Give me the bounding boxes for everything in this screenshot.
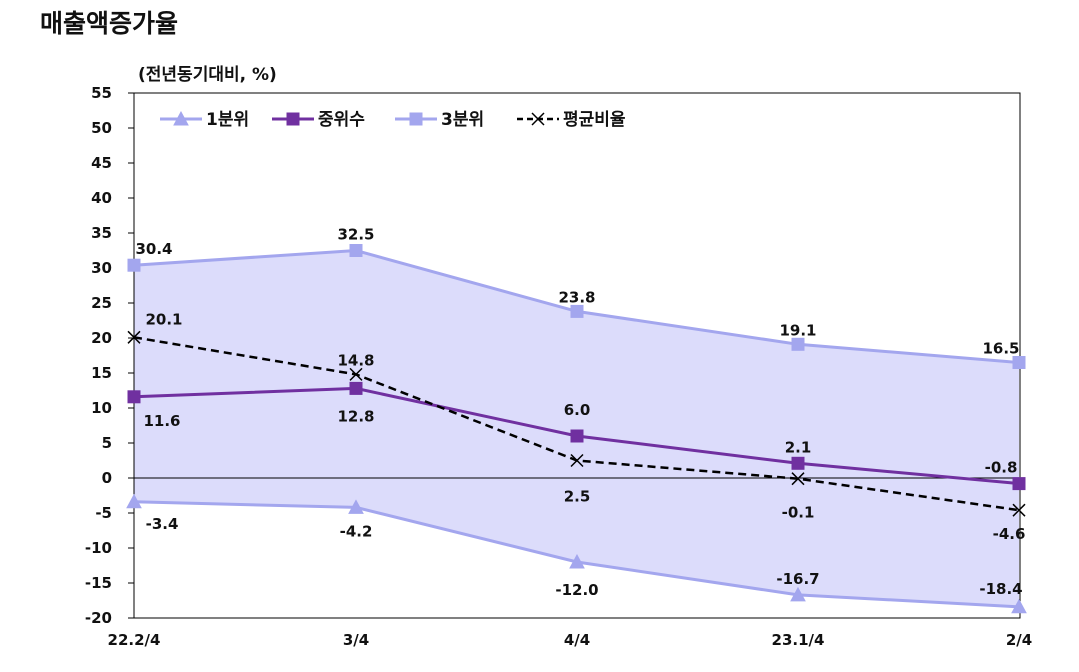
point-q1 <box>348 499 364 514</box>
y-tick-label: 0 <box>102 469 112 487</box>
y-tick-label: 40 <box>91 189 112 207</box>
point-q3 <box>791 337 805 351</box>
point-average <box>1012 503 1026 517</box>
point-q1 <box>569 553 585 569</box>
data-label-average: -4.6 <box>993 525 1026 543</box>
point-average <box>127 330 141 344</box>
unit-label: (전년동기대비, %) <box>138 65 277 85</box>
legend-label: 3분위 <box>441 110 484 130</box>
legend-label: 중위수 <box>318 110 365 130</box>
point-average <box>570 453 584 468</box>
point-average <box>791 472 805 486</box>
point-median <box>349 381 363 395</box>
point-median <box>570 429 584 443</box>
x-stroke <box>791 472 805 486</box>
y-tick-label: -10 <box>85 539 112 557</box>
data-label-median: 6.0 <box>564 401 591 419</box>
data-label-q3: 16.5 <box>982 340 1019 358</box>
data-label-median: -0.8 <box>985 459 1018 477</box>
legend-label: 평균비율 <box>563 110 626 130</box>
y-tick-label: -20 <box>85 609 112 627</box>
data-label-average: -0.1 <box>782 504 815 522</box>
point-average <box>349 367 363 381</box>
x-stroke <box>127 330 141 344</box>
data-label-q3: 23.8 <box>558 288 595 306</box>
y-tick-label: 55 <box>91 84 112 102</box>
y-tick-label: 30 <box>91 259 112 277</box>
data-label-q1: -18.4 <box>979 580 1022 598</box>
data-label-median: 11.6 <box>143 412 180 430</box>
data-label-median: 2.1 <box>785 438 812 456</box>
point-q1 <box>790 586 806 602</box>
legend-marker <box>409 112 423 126</box>
point-q1 <box>1011 598 1027 614</box>
data-label-q3: 32.5 <box>337 226 374 244</box>
x-stroke <box>1012 503 1026 517</box>
data-label-average: 2.5 <box>564 488 591 506</box>
data-label-average: 14.8 <box>337 351 374 369</box>
plot-frame <box>133 92 1021 619</box>
y-tick-label: 50 <box>91 119 112 137</box>
x-stroke <box>349 367 363 381</box>
point-q3 <box>127 258 141 272</box>
point-median <box>791 456 805 470</box>
x-tick-label: 22.2/4 <box>108 631 161 649</box>
legend-marker <box>173 110 189 126</box>
y-tick-label: 35 <box>91 224 112 242</box>
y-tick-label: -5 <box>95 504 112 522</box>
x-stroke <box>531 112 545 126</box>
legend-label: 1분위 <box>206 110 249 130</box>
x-stroke <box>570 453 584 468</box>
x-tick-label: 3/4 <box>343 631 369 649</box>
y-tick-label: 45 <box>91 154 112 172</box>
legend-marker <box>531 112 545 126</box>
point-q1 <box>126 493 142 509</box>
point-q3 <box>570 304 584 318</box>
point-median <box>127 390 141 404</box>
x-tick-label: 2/4 <box>1006 631 1032 649</box>
data-label-q1: -4.2 <box>340 522 373 540</box>
data-label-q1: -16.7 <box>776 570 819 588</box>
point-q3 <box>1012 356 1026 369</box>
range-band <box>134 250 1019 607</box>
data-label-q1: -3.4 <box>146 515 179 533</box>
x-tick-label: 23.1/4 <box>772 631 825 649</box>
y-tick-label: 15 <box>91 364 112 382</box>
data-label-q3: 30.4 <box>135 240 172 258</box>
data-label-median: 12.8 <box>337 407 374 425</box>
chart-title: 매출액증가율 <box>40 9 179 38</box>
point-median <box>1012 477 1026 491</box>
point-q3 <box>349 244 363 257</box>
data-label-q1: -12.0 <box>555 581 598 599</box>
y-tick-label: 5 <box>102 434 112 452</box>
y-tick-label: 20 <box>91 329 112 347</box>
data-label-average: 20.1 <box>145 310 182 328</box>
data-label-q3: 19.1 <box>779 321 816 339</box>
y-tick-label: 25 <box>91 294 112 312</box>
y-tick-label: 10 <box>91 399 112 417</box>
x-tick-label: 4/4 <box>564 631 590 649</box>
legend-marker <box>286 112 300 126</box>
y-tick-label: -15 <box>85 574 112 592</box>
